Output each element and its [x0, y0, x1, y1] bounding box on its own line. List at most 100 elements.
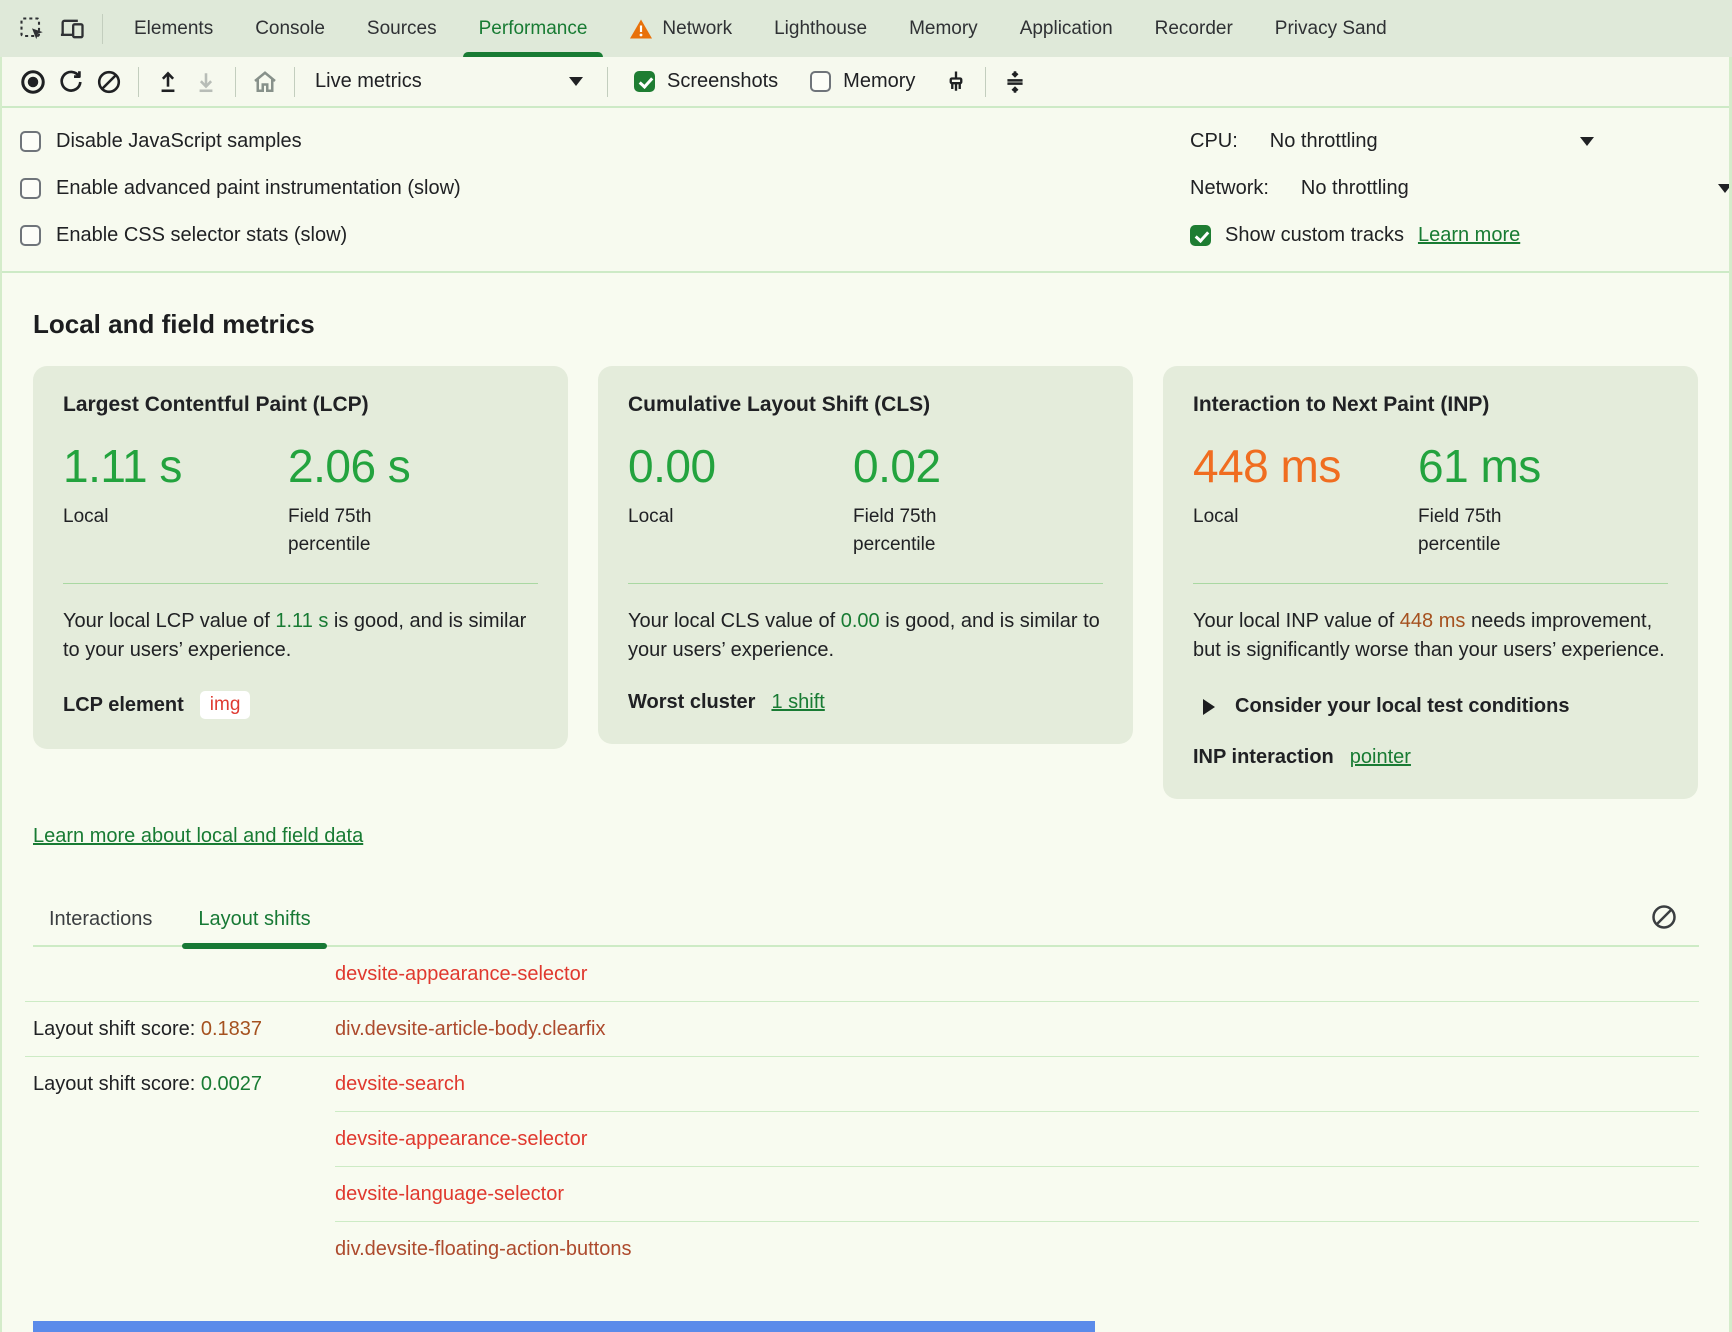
record-button[interactable] — [14, 63, 52, 101]
tab-console[interactable]: Console — [234, 0, 346, 57]
screenshots-label: Screenshots — [667, 70, 779, 92]
selection-highlight-partial — [33, 1321, 1095, 1332]
custom-tracks-row[interactable]: Show custom tracks Learn more — [1190, 212, 1730, 259]
row-divider — [335, 1166, 1699, 1167]
cls-description: Your local CLS value of 0.00 is good, an… — [628, 610, 1100, 661]
row-divider — [335, 1111, 1699, 1112]
cls-local-label: Local — [628, 506, 674, 527]
layout-shift-row[interactable]: devsite-appearance-selector — [33, 1112, 1699, 1166]
shifted-element-link[interactable]: devsite-language-selector — [335, 1182, 565, 1205]
worst-cluster-label: Worst cluster — [628, 691, 756, 713]
network-throttling-select[interactable]: No throttling — [1300, 177, 1409, 199]
layout-shift-row[interactable]: div.devsite-floating-action-buttons — [33, 1222, 1699, 1276]
tab-label: Lighthouse — [774, 17, 868, 39]
shifted-element-link[interactable]: devsite-appearance-selector — [335, 1127, 588, 1150]
tab-label: Performance — [478, 17, 588, 39]
screenshots-checkbox[interactable] — [634, 71, 655, 92]
inp-interaction-link[interactable]: pointer — [1349, 746, 1411, 768]
home-icon — [250, 67, 280, 97]
network-throttling-row[interactable]: Network: No throttling — [1190, 165, 1732, 212]
disable-js-samples-checkbox[interactable] — [20, 131, 41, 152]
history-dropdown[interactable]: Live metrics — [305, 70, 597, 93]
panel-right-edge — [1729, 57, 1732, 1332]
history-dropdown-value: Live metrics — [315, 70, 422, 92]
inp-values: 448 ms Local 61 ms Field 75th percentile — [1193, 439, 1668, 559]
upload-icon — [154, 68, 182, 96]
shifted-element-link[interactable]: div.devsite-floating-action-buttons — [335, 1237, 632, 1260]
memory-checkbox[interactable] — [810, 71, 832, 92]
card-divider — [63, 583, 538, 584]
cls-values: 0.00 Local 0.02 Field 75th percentile — [628, 439, 1103, 559]
advanced-paint-row[interactable]: Enable advanced paint instrumentation (s… — [20, 165, 1732, 212]
reload-and-record-button[interactable] — [52, 63, 90, 101]
device-toolbar-button[interactable] — [52, 9, 92, 49]
tab-performance[interactable]: Performance — [458, 0, 609, 57]
tab-network[interactable]: Network — [608, 0, 753, 57]
chevron-down-icon — [1718, 184, 1732, 193]
advanced-paint-checkbox[interactable] — [20, 178, 41, 199]
clear-log-icon — [1649, 902, 1679, 932]
tab-sources[interactable]: Sources — [346, 0, 458, 57]
tabbar-separator — [102, 13, 103, 44]
tab-interactions[interactable]: Interactions — [49, 908, 153, 930]
tab-label: Console — [255, 17, 325, 39]
tab-layout-shifts[interactable]: Layout shifts — [182, 908, 328, 949]
cpu-throttling-row[interactable]: CPU: No throttling — [1190, 118, 1730, 165]
toolbar-separator — [138, 66, 139, 97]
cpu-throttling-select[interactable]: No throttling — [1269, 130, 1378, 152]
inp-card-title: Interaction to Next Paint (INP) — [1193, 393, 1490, 416]
inp-interaction-label: INP interaction — [1193, 746, 1334, 768]
lcp-local-value: 1.11 s — [63, 440, 182, 492]
shifted-element-link[interactable]: devsite-appearance-selector — [335, 962, 588, 985]
local-field-learn-more-link[interactable]: Learn more about local and field data — [33, 825, 364, 847]
card-divider — [628, 583, 1103, 584]
tab-application[interactable]: Application — [999, 0, 1134, 57]
save-profile-button[interactable] — [187, 63, 225, 101]
inp-local-label: Local — [1193, 506, 1239, 527]
tab-recorder[interactable]: Recorder — [1134, 0, 1254, 57]
layout-shift-row[interactable]: Layout shift score: 0.1837 div.devsite-a… — [33, 1002, 1699, 1056]
tab-lighthouse[interactable]: Lighthouse — [753, 0, 888, 57]
disable-js-samples-row[interactable]: Disable JavaScript samples — [20, 118, 1732, 165]
tab-privacy-sandbox[interactable]: Privacy Sand — [1254, 0, 1408, 57]
inspect-element-button[interactable] — [12, 9, 52, 49]
tab-label: Recorder — [1154, 17, 1233, 39]
toolbar-separator — [294, 66, 295, 97]
interactions-log: Interactions Layout shifts devsite-appea… — [25, 905, 1699, 1276]
css-selector-stats-checkbox[interactable] — [20, 225, 41, 246]
cls-field-label: Field 75th percentile — [853, 506, 937, 555]
clear-button[interactable] — [90, 63, 128, 101]
custom-tracks-checkbox[interactable] — [1190, 225, 1211, 246]
layout-shift-row[interactable]: devsite-appearance-selector — [33, 947, 1699, 1001]
clear-log-button[interactable] — [1649, 902, 1679, 932]
tab-elements[interactable]: Elements — [113, 0, 234, 57]
custom-tracks-learn-more-link[interactable]: Learn more — [1417, 224, 1521, 246]
collect-garbage-button[interactable] — [937, 63, 975, 101]
load-profile-button[interactable] — [149, 63, 187, 101]
lcp-card: Largest Contentful Paint (LCP) 1.11 s Lo… — [33, 366, 568, 749]
panel-left-edge — [0, 57, 2, 1332]
device-toolbar-icon — [58, 15, 86, 43]
toolbar-separator — [235, 66, 236, 97]
css-selector-stats-row[interactable]: Enable CSS selector stats (slow) — [20, 212, 1732, 259]
memory-checkbox-row[interactable]: Memory — [810, 70, 915, 93]
tab-memory[interactable]: Memory — [888, 0, 999, 57]
local-test-conditions-disclosure[interactable]: Consider your local test conditions — [1203, 695, 1668, 718]
cls-card-title: Cumulative Layout Shift (CLS) — [628, 393, 931, 416]
lcp-element-chip[interactable]: img — [199, 691, 251, 719]
custom-tracks-label: Show custom tracks — [1225, 224, 1404, 246]
live-metrics-home-button[interactable] — [246, 63, 284, 101]
toolbar-separator — [607, 66, 608, 97]
shortcuts-dialog-button[interactable] — [996, 63, 1034, 101]
layout-shift-row[interactable]: devsite-language-selector — [33, 1167, 1699, 1221]
screenshots-checkbox-row[interactable]: Screenshots — [634, 70, 778, 93]
worst-cluster-link[interactable]: 1 shift — [771, 691, 825, 713]
shifted-element-link[interactable]: div.devsite-article-body.clearfix — [335, 1017, 606, 1040]
shifted-element-link[interactable]: devsite-search — [335, 1072, 466, 1095]
lcp-field-label: Field 75th percentile — [288, 506, 372, 555]
layout-shift-row[interactable]: Layout shift score: 0.0027 devsite-searc… — [33, 1057, 1699, 1111]
cls-card: Cumulative Layout Shift (CLS) 0.00 Local… — [598, 366, 1133, 744]
chevron-down-icon — [1580, 137, 1594, 146]
network-label: Network: — [1190, 177, 1269, 199]
memory-label: Memory — [843, 70, 916, 92]
